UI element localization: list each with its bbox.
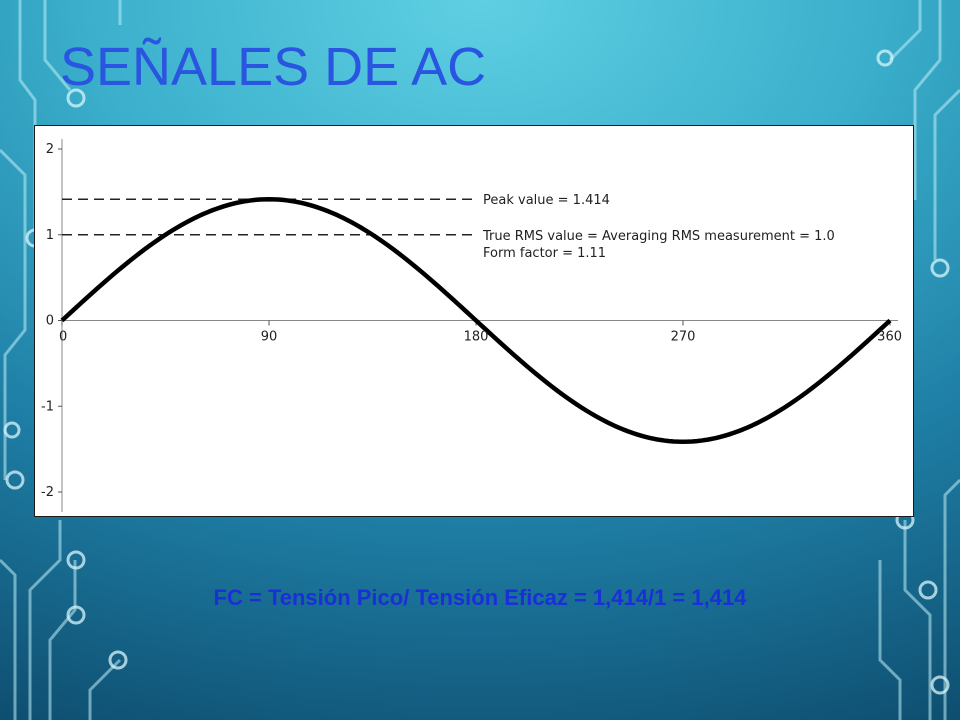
reference-line-label: True RMS value = Averaging RMS measureme… [482, 229, 835, 244]
data-point [544, 380, 547, 383]
x-tick-label: 180 [464, 330, 489, 345]
form-factor-formula: FC = Tensión Pico/ Tensión Eficaz = 1,41… [213, 585, 747, 610]
data-point [785, 405, 788, 408]
data-point [475, 319, 478, 322]
chart-annotation: Form factor = 1.11 [483, 246, 606, 261]
data-point [199, 214, 202, 217]
chart-panel: 2 1 0 -1 -2 0 90 180 270 360 Peak value = 1.414 Tru… [34, 125, 914, 517]
data-point [268, 198, 271, 201]
data-point [233, 202, 236, 205]
sine-wave-chart: 2 1 0 -1 -2 0 90 180 270 360 Peak value = 1.414 Tru… [41, 139, 902, 512]
data-point [406, 258, 409, 261]
data-point [164, 233, 167, 236]
data-point [889, 319, 892, 322]
reference-line-label: Peak value = 1.414 [483, 193, 610, 208]
data-point [371, 233, 374, 236]
slide-title: SEÑALES DE AC [60, 37, 487, 97]
data-point [613, 424, 616, 427]
y-tick-label: 2 [46, 142, 54, 157]
data-point [854, 350, 857, 353]
data-point [337, 214, 340, 217]
data-point [751, 424, 754, 427]
y-tick-label: -1 [41, 399, 54, 414]
x-tick-label: 270 [671, 330, 696, 345]
sine-series-line [60, 197, 892, 444]
reference-lines [62, 198, 473, 236]
data-point [647, 436, 650, 439]
data-point [440, 288, 443, 291]
data-point [95, 288, 98, 291]
data-point [682, 440, 685, 443]
y-tick-label: 1 [46, 228, 54, 243]
data-point [61, 319, 64, 322]
data-point [820, 380, 823, 383]
x-tick-label: 90 [261, 330, 278, 345]
x-tick-label: 0 [59, 330, 67, 345]
data-point [509, 350, 512, 353]
chart-axes [58, 139, 898, 512]
y-tick-label: -2 [41, 485, 54, 500]
data-point [578, 405, 581, 408]
data-point [302, 202, 305, 205]
y-tick-label: 0 [46, 314, 54, 329]
data-point [130, 258, 133, 261]
chart-series [60, 197, 892, 444]
data-point [716, 436, 719, 439]
chart-labels: 2 1 0 -1 -2 0 90 180 270 360 Peak value = 1.414 Tru… [41, 142, 902, 500]
x-tick-label: 360 [877, 330, 902, 345]
